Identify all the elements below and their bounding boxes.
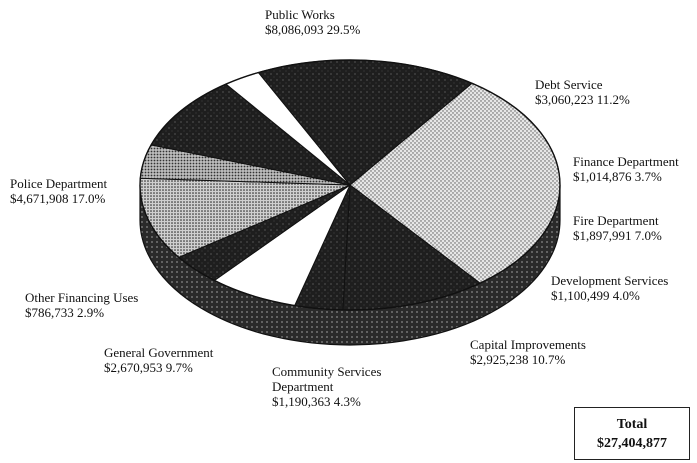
slice-label-line: $1,897,991 7.0% [573,228,662,243]
slice-label-community-services-department: Community Services Department $1,190,363 4… [272,364,381,409]
pie-rim [139,59,561,311]
slice-label-line: General Government [104,345,214,360]
slice-label-development-services: Development Services $1,100,499 4.0% [551,273,668,303]
slice-label-line: Other Financing Uses [25,290,138,305]
slice-label-fire-department: Fire Department $1,897,991 7.0% [573,213,662,243]
slice-label-line: $2,925,238 10.7% [470,352,566,367]
total-box: Total $27,404,877 [574,407,690,460]
slice-label-police-department: Police Department $4,671,908 17.0% [10,176,107,206]
slice-label-finance-department: Finance Department $1,014,876 3.7% [573,154,679,184]
slice-label-line: $1,190,363 4.3% [272,394,361,409]
slice-label-line: $4,671,908 17.0% [10,191,106,206]
slice-label-line: Community Services [272,364,381,379]
slice-label-line: Capital Improvements [470,337,586,352]
slice-label-line: Debt Service [535,77,603,92]
total-value: $27,404,877 [597,436,667,451]
slice-label-capital-improvements: Capital Improvements $2,925,238 10.7% [470,337,586,367]
slice-label-line: $1,100,499 4.0% [551,288,640,303]
slice-label-line: Fire Department [573,213,659,228]
slice-label-general-government: General Government $2,670,953 9.7% [104,345,214,375]
slice-label-other-financing-uses: Other Financing Uses $786,733 2.9% [25,290,138,320]
slice-label-line: Department [272,379,334,394]
slice-label-line: $1,014,876 3.7% [573,169,662,184]
slice-label-debt-service: Debt Service $3,060,223 11.2% [535,77,630,107]
total-label: Total [616,417,648,432]
slice-label-line: $3,060,223 11.2% [535,92,630,107]
slice-label-line: $8,086,093 29.5% [265,22,361,37]
slice-label-line: Police Department [10,176,107,191]
slice-label-line: $2,670,953 9.7% [104,360,193,375]
slice-label-line: Public Works [265,7,335,22]
slice-label-public-works: Public Works $8,086,093 29.5% [265,7,361,37]
slice-label-line: Development Services [551,273,668,288]
slice-label-line: Finance Department [573,154,679,169]
slice-label-line: $786,733 2.9% [25,305,104,320]
